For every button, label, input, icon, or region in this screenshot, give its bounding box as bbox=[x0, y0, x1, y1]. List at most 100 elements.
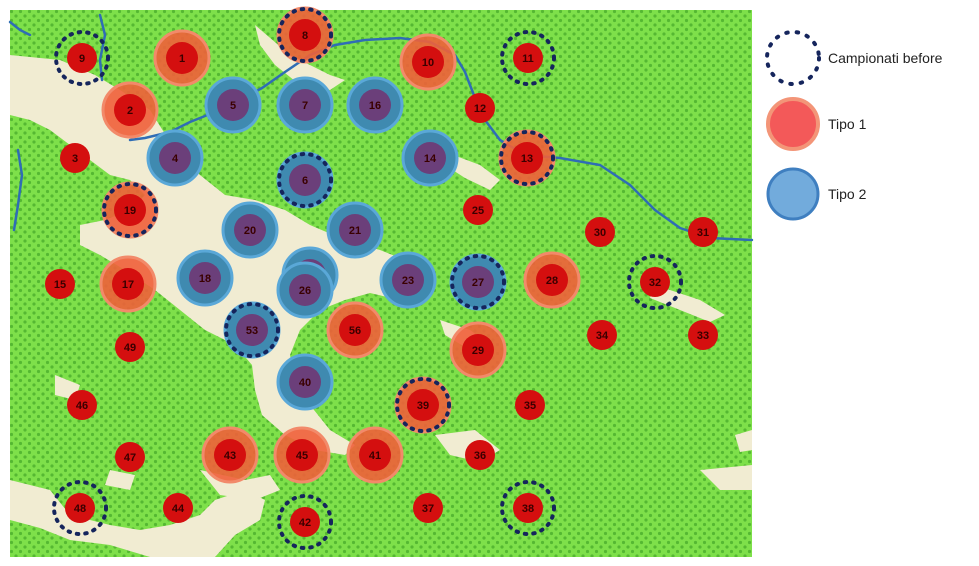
sampling-point-17: 17 bbox=[101, 257, 155, 311]
legend-type2: Tipo 2 bbox=[768, 169, 867, 219]
sampling-point-12: 12 bbox=[465, 93, 495, 123]
sampling-point-2: 2 bbox=[103, 83, 157, 137]
point-label-9: 9 bbox=[79, 53, 85, 65]
point-label-19: 19 bbox=[124, 205, 136, 217]
point-label-44: 44 bbox=[172, 503, 185, 515]
sampling-point-21: 21 bbox=[328, 203, 382, 257]
sampling-point-25: 25 bbox=[463, 195, 493, 225]
legend: Campionati before Tipo 1 Tipo 2 bbox=[767, 32, 943, 219]
point-label-27: 27 bbox=[472, 277, 484, 289]
sampling-point-15: 15 bbox=[45, 269, 75, 299]
point-label-15: 15 bbox=[54, 279, 66, 291]
point-label-48: 48 bbox=[74, 503, 86, 515]
point-label-12: 12 bbox=[474, 103, 486, 115]
point-label-56: 56 bbox=[349, 325, 361, 337]
legend-before-ring-icon bbox=[767, 32, 819, 84]
point-label-41: 41 bbox=[369, 450, 381, 462]
sampling-point-20: 20 bbox=[223, 203, 277, 257]
point-label-3: 3 bbox=[72, 153, 78, 165]
sampling-point-16: 16 bbox=[348, 78, 402, 132]
sampling-point-39: 39 bbox=[396, 378, 450, 432]
point-label-16: 16 bbox=[369, 100, 381, 112]
sampling-point-28: 28 bbox=[525, 253, 579, 307]
point-label-21: 21 bbox=[349, 225, 361, 237]
sampling-point-7: 7 bbox=[278, 78, 332, 132]
point-label-39: 39 bbox=[417, 400, 429, 412]
point-label-47: 47 bbox=[124, 452, 136, 464]
point-label-1: 1 bbox=[179, 53, 185, 65]
point-label-30: 30 bbox=[594, 227, 606, 239]
sampling-point-46: 46 bbox=[67, 390, 97, 420]
legend-before-label: Campionati before bbox=[828, 50, 943, 66]
point-label-7: 7 bbox=[302, 100, 308, 112]
sampling-point-45: 45 bbox=[275, 428, 329, 482]
sampling-point-53: 53 bbox=[225, 303, 279, 357]
point-label-33: 33 bbox=[697, 330, 709, 342]
sampling-point-49: 49 bbox=[115, 332, 145, 362]
sampling-point-19: 19 bbox=[103, 183, 157, 237]
sampling-point-18: 18 bbox=[178, 251, 232, 305]
sampling-point-47: 47 bbox=[115, 442, 145, 472]
sampling-point-3: 3 bbox=[60, 143, 90, 173]
point-label-36: 36 bbox=[474, 450, 486, 462]
point-label-23: 23 bbox=[402, 275, 414, 287]
point-label-28: 28 bbox=[546, 275, 558, 287]
point-label-2: 2 bbox=[127, 105, 133, 117]
point-label-32: 32 bbox=[649, 277, 661, 289]
point-label-26: 26 bbox=[299, 285, 311, 297]
sampling-point-33: 33 bbox=[688, 320, 718, 350]
point-label-42: 42 bbox=[299, 517, 311, 529]
legend-type2-circle-icon bbox=[768, 169, 818, 219]
point-label-40: 40 bbox=[299, 377, 311, 389]
point-label-13: 13 bbox=[521, 153, 533, 165]
sampling-point-8: 8 bbox=[278, 8, 332, 62]
point-label-31: 31 bbox=[697, 227, 709, 239]
sampling-point-30: 30 bbox=[585, 217, 615, 247]
sampling-point-36: 36 bbox=[465, 440, 495, 470]
point-label-17: 17 bbox=[122, 279, 134, 291]
legend-type2-label: Tipo 2 bbox=[828, 186, 867, 202]
sampling-point-5: 5 bbox=[206, 78, 260, 132]
point-label-14: 14 bbox=[424, 153, 437, 165]
legend-type1-label: Tipo 1 bbox=[828, 116, 867, 132]
sampling-point-41: 41 bbox=[348, 428, 402, 482]
point-label-34: 34 bbox=[596, 330, 609, 342]
sampling-point-44: 44 bbox=[163, 493, 193, 523]
sampling-point-23: 23 bbox=[381, 253, 435, 307]
sampling-point-14: 14 bbox=[403, 131, 457, 185]
point-label-11: 11 bbox=[522, 53, 534, 65]
sampling-point-34: 34 bbox=[587, 320, 617, 350]
legend-type1: Tipo 1 bbox=[768, 99, 867, 149]
point-label-6: 6 bbox=[302, 175, 308, 187]
sampling-point-56: 56 bbox=[328, 303, 382, 357]
sampling-point-4: 4 bbox=[148, 131, 202, 185]
sampling-point-26: 26 bbox=[278, 263, 332, 317]
point-label-20: 20 bbox=[244, 225, 256, 237]
sampling-point-37: 37 bbox=[413, 493, 443, 523]
point-label-8: 8 bbox=[302, 30, 308, 42]
sampling-point-13: 13 bbox=[500, 131, 554, 185]
point-label-38: 38 bbox=[522, 503, 534, 515]
sampling-point-29: 29 bbox=[451, 323, 505, 377]
sampling-point-35: 35 bbox=[515, 390, 545, 420]
point-label-5: 5 bbox=[230, 100, 236, 112]
sampling-point-40: 40 bbox=[278, 355, 332, 409]
legend-type1-circle-icon bbox=[768, 99, 818, 149]
sampling-point-10: 10 bbox=[401, 35, 455, 89]
point-label-4: 4 bbox=[172, 153, 179, 165]
point-label-29: 29 bbox=[472, 345, 484, 357]
point-label-43: 43 bbox=[224, 450, 236, 462]
point-label-10: 10 bbox=[422, 57, 434, 69]
point-label-35: 35 bbox=[524, 400, 536, 412]
point-label-18: 18 bbox=[199, 273, 211, 285]
point-label-49: 49 bbox=[124, 342, 136, 354]
point-label-45: 45 bbox=[296, 450, 308, 462]
point-label-37: 37 bbox=[422, 503, 434, 515]
point-label-25: 25 bbox=[472, 205, 484, 217]
sampling-point-31: 31 bbox=[688, 217, 718, 247]
sampling-point-6: 6 bbox=[278, 153, 332, 207]
legend-before: Campionati before bbox=[767, 32, 943, 84]
sampling-point-43: 43 bbox=[203, 428, 257, 482]
point-label-53: 53 bbox=[246, 325, 258, 337]
